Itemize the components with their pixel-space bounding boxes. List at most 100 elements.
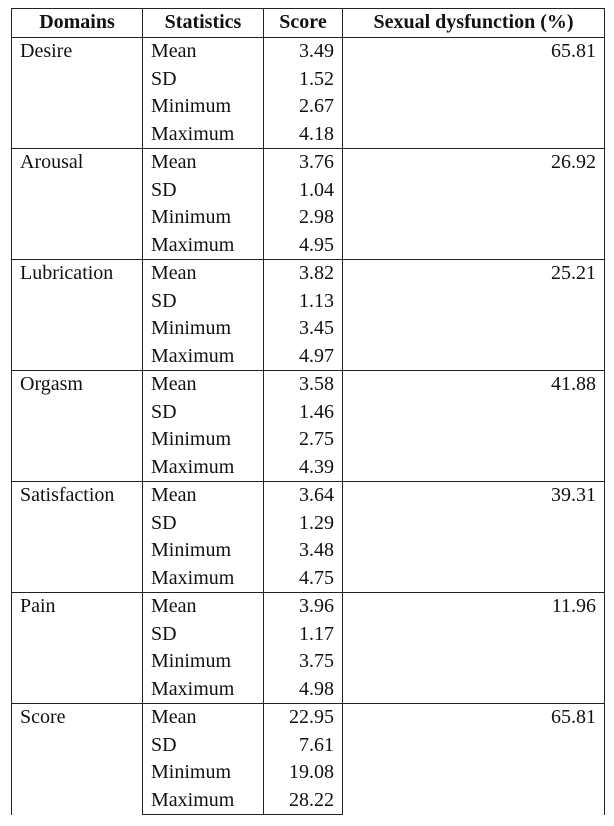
table-row: Minimum 2.98 [12,204,605,232]
column-header: Statistics [142,8,264,38]
statistic-cell: Mean [142,481,264,510]
table-row: SD 1.04 [12,176,605,204]
table-row: Satisfaction Mean 3.64 39.31 [11,481,605,593]
domain-cell: Desire [11,37,143,149]
statistic-cell: SD [142,176,264,204]
score-cell: 22.95 [263,703,343,732]
score-cell: 1.46 [263,398,343,426]
column-header: Sexual dysfunction (%) [342,8,605,38]
dysfunction-cell: 39.31 [342,481,605,593]
domain-cell: Lubrication [11,259,143,371]
statistic-cell: SD [142,731,264,759]
statistic-cell: Maximum [142,453,264,482]
statistic-cell: SD [142,620,264,648]
score-cell: 1.04 [263,176,343,204]
score-cell: 4.98 [263,675,343,704]
table-row: Desire Mean 3.49 65.81 [11,37,605,149]
statistic-cell: Maximum [142,564,264,593]
statistic-cell: Mean [142,37,264,66]
score-cell: 4.18 [263,120,343,149]
header-row: Domains Statistics Score Sexual dysfunction… [11,8,605,38]
statistic-cell: SD [142,287,264,315]
table-row: SD 1.13 [12,287,605,315]
table-row: Maximum 4.97 [12,342,605,371]
table-row: Arousal Mean 3.76 26.92 [11,148,605,260]
table-row: Lubrication Mean 3.82 25.21 [11,259,605,371]
statistic-cell: Mean [142,370,264,399]
score-cell: 3.96 [263,592,343,621]
table-row: SD 1.46 [12,398,605,426]
dysfunction-cell: 25.21 [342,259,605,371]
table-row: Minimum 19.08 [12,759,605,787]
score-cell: 4.95 [263,231,343,260]
statistic-cell: Minimum [142,537,264,565]
table-row: Minimum 2.75 [12,426,605,454]
statistic-cell: Minimum [142,648,264,676]
table-row: Minimum 3.48 [12,537,605,565]
table-row: Pain Mean 3.96 11.96 [11,592,605,704]
score-cell: 4.75 [263,564,343,593]
dysfunction-cell: 65.81 [342,703,605,815]
score-cell: 3.48 [263,537,343,565]
score-cell: 1.13 [263,287,343,315]
domain-cell: Satisfaction [11,481,143,593]
table-body: Desire Mean 3.49 65.81 SD 1.52 Minimum 2.67 Maxi… [11,37,605,815]
score-cell: 1.29 [263,509,343,537]
statistic-cell: Minimum [142,93,264,121]
dysfunction-cell: 41.88 [342,370,605,482]
statistic-cell: Maximum [142,120,264,149]
score-cell: 4.39 [263,453,343,482]
dysfunction-cell: 11.96 [342,592,605,704]
score-cell: 4.97 [263,342,343,371]
statistic-cell: SD [142,509,264,537]
domain-cell: Score [11,703,143,815]
statistic-cell: Mean [142,148,264,177]
statistic-cell: Maximum [142,231,264,260]
score-cell: 2.67 [263,93,343,121]
score-cell: 28.22 [263,786,343,815]
column-header: Domains [11,8,143,38]
table-row: SD 7.61 [12,731,605,759]
score-cell: 1.17 [263,620,343,648]
table-row: SD 1.29 [12,509,605,537]
score-cell: 3.58 [263,370,343,399]
statistic-cell: Minimum [142,759,264,787]
score-cell: 1.52 [263,65,343,93]
domain-cell: Pain [11,592,143,704]
statistic-cell: Mean [142,259,264,288]
table-row: Maximum 28.22 [12,786,605,815]
domain-cell: Arousal [11,148,143,260]
table-row: Minimum 3.45 [12,315,605,343]
score-cell: 3.82 [263,259,343,288]
statistic-cell: Mean [142,592,264,621]
statistic-cell: Mean [142,703,264,732]
domain-cell: Orgasm [11,370,143,482]
score-cell: 19.08 [263,759,343,787]
dysfunction-cell: 26.92 [342,148,605,260]
statistic-cell: Maximum [142,342,264,371]
score-cell: 2.75 [263,426,343,454]
score-cell: 3.49 [263,37,343,66]
statistic-cell: SD [142,398,264,426]
table-row: Minimum 3.75 [12,648,605,676]
statistic-cell: Minimum [142,426,264,454]
table-row: Minimum 2.67 [12,93,605,121]
table-row: Maximum 4.39 [12,453,605,482]
score-cell: 3.76 [263,148,343,177]
score-cell: 3.64 [263,481,343,510]
statistic-cell: SD [142,65,264,93]
score-cell: 3.75 [263,648,343,676]
statistic-cell: Minimum [142,204,264,232]
table-row: Maximum 4.98 [12,675,605,704]
score-cell: 3.45 [263,315,343,343]
statistic-cell: Maximum [142,786,264,815]
data-table: Domains Statistics Score Sexual dysfunction… [11,8,605,815]
column-header: Score [263,8,343,38]
statistic-cell: Maximum [142,675,264,704]
score-cell: 2.98 [263,204,343,232]
table-row: SD 1.52 [12,65,605,93]
score-cell: 7.61 [263,731,343,759]
table-row: Orgasm Mean 3.58 41.88 [11,370,605,482]
dysfunction-cell: 65.81 [342,37,605,149]
